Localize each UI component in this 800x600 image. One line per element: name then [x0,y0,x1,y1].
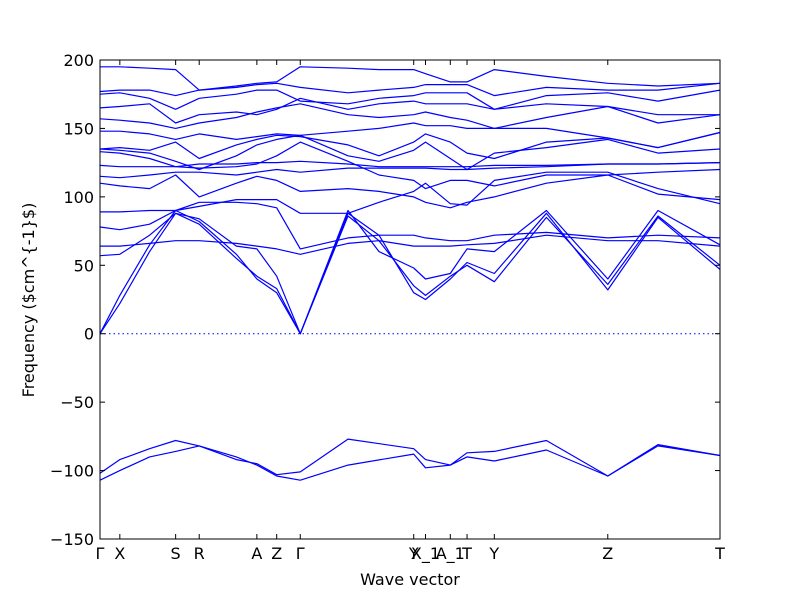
y-tick-label: −50 [60,393,94,412]
x-tick-label: Z [271,544,282,563]
x-axis-label: Wave vector [360,570,460,589]
x-tick-label: Y [408,544,419,563]
y-tick-label: 50 [74,256,94,275]
x-tick-label: T [461,544,472,563]
series-line-12 [99,141,721,190]
series-line-8 [100,171,721,214]
y-tick-label: −100 [50,462,94,481]
series-line-13 [99,134,721,171]
series-layer [99,66,721,481]
series-line-3 [99,212,721,335]
series-line-11 [99,160,721,168]
x-tick-label: X [114,544,125,563]
series-line-9 [99,174,721,209]
x-tick-label: A [251,544,262,563]
series-line-4 [99,209,721,335]
series-line-2 [99,438,721,477]
series-line-5 [99,209,721,335]
y-tick-label: 200 [63,51,94,70]
x-tick-label: X_1 [411,544,440,564]
x-tick-label: S [171,544,181,563]
series-line-16 [99,103,721,129]
series-line-7 [99,201,721,250]
series-line-6 [100,234,721,255]
x-tick-label: T [714,544,725,563]
x-tick-label: Y [488,544,499,563]
x-tick-label: Γ [296,544,305,563]
x-tick-label: R [194,544,205,563]
series-line-18 [99,89,721,110]
plot-frame [99,59,721,540]
y-tick-label: 0 [84,325,94,344]
series-line-15 [100,122,721,149]
series-line-19 [99,82,721,97]
series-line-14 [99,131,721,160]
y-tick-label: −150 [50,530,94,549]
series-line-20 [100,66,721,91]
series-line-1 [99,445,721,481]
series-line-17 [99,97,720,124]
x-tick-label: Γ [96,544,105,563]
x-tick-label: A_1 [436,544,465,564]
y-tick-label: 100 [63,188,94,207]
x-tick-label: Z [602,544,613,563]
y-axis-label: Frequency ($cm^{-1}$) [19,203,38,398]
y-tick-label: 150 [63,119,94,138]
